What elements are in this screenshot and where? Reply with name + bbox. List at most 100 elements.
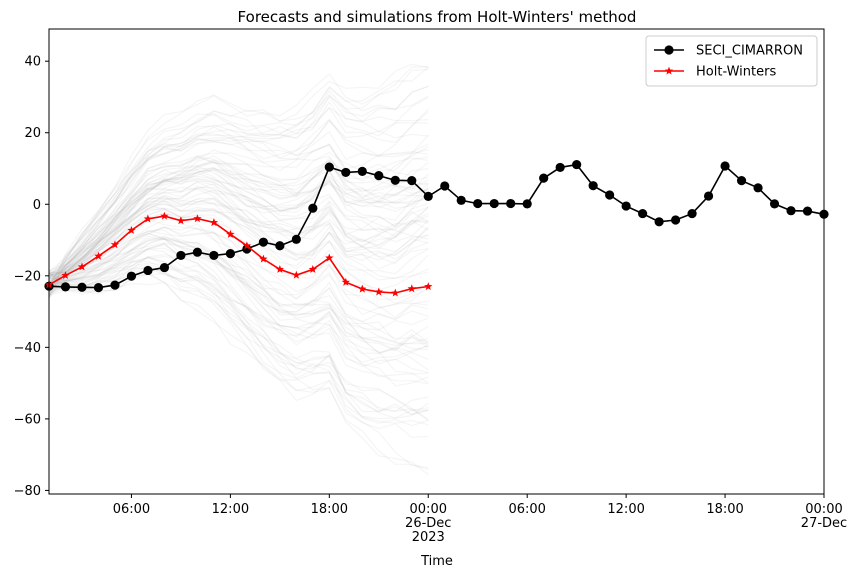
simulation-paths bbox=[48, 63, 429, 476]
y-tick-label: −80 bbox=[14, 484, 41, 499]
data-point bbox=[275, 241, 285, 251]
data-point bbox=[506, 198, 516, 209]
simulation-path bbox=[48, 69, 429, 285]
simulation-path bbox=[48, 238, 429, 331]
simulation-path bbox=[48, 253, 429, 387]
simulation-path bbox=[48, 203, 429, 285]
data-point bbox=[209, 250, 219, 261]
simulation-path bbox=[48, 176, 429, 280]
simulation-path bbox=[48, 186, 429, 284]
data-point bbox=[226, 229, 235, 238]
legend-marker bbox=[664, 45, 674, 55]
simulation-path bbox=[48, 257, 429, 368]
simulation-path bbox=[48, 243, 429, 374]
simulation-path bbox=[48, 225, 429, 309]
y-tick-label: −20 bbox=[14, 269, 41, 284]
simulation-path bbox=[48, 189, 429, 282]
data-point bbox=[407, 176, 417, 186]
x-tick-label: 12:00 bbox=[212, 502, 249, 517]
x-tick-label: 27-Dec bbox=[801, 516, 847, 531]
x-tick-label: 18:00 bbox=[311, 502, 348, 517]
data-point bbox=[407, 284, 416, 293]
data-point bbox=[588, 181, 598, 191]
legend-marker bbox=[664, 66, 674, 75]
data-point bbox=[687, 208, 697, 219]
data-point bbox=[159, 262, 170, 273]
simulation-path bbox=[48, 281, 429, 471]
simulation-path bbox=[48, 229, 429, 355]
data-point bbox=[539, 173, 549, 183]
simulation-path bbox=[48, 169, 429, 276]
data-point bbox=[127, 226, 136, 234]
data-point bbox=[391, 288, 400, 297]
simulation-path bbox=[48, 264, 429, 422]
plot-frame bbox=[48, 28, 825, 495]
data-point bbox=[324, 162, 334, 172]
simulation-path bbox=[48, 197, 429, 275]
data-point bbox=[374, 171, 384, 181]
data-point bbox=[390, 175, 400, 185]
data-point bbox=[77, 262, 87, 271]
data-point bbox=[440, 181, 450, 191]
x-tick-label: 18:00 bbox=[706, 502, 743, 517]
data-point bbox=[192, 247, 203, 257]
simulation-path bbox=[48, 198, 429, 284]
simulation-path bbox=[48, 244, 429, 363]
simulation-path bbox=[48, 260, 429, 384]
data-series bbox=[44, 159, 829, 297]
simulation-path bbox=[48, 137, 429, 281]
simulation-path bbox=[48, 207, 429, 299]
data-point bbox=[423, 191, 433, 201]
x-tick-label: 00:00 bbox=[805, 502, 842, 517]
simulation-path bbox=[48, 106, 429, 297]
data-point bbox=[193, 214, 202, 223]
x-tick-label: 26-Dec bbox=[405, 516, 451, 531]
data-point bbox=[291, 234, 301, 244]
simulation-path bbox=[48, 161, 429, 282]
simulation-path bbox=[48, 235, 429, 385]
simulation-path bbox=[48, 187, 429, 274]
data-point bbox=[802, 206, 813, 216]
legend: SECI_CIMARRON Holt-Winters bbox=[645, 35, 818, 87]
simulation-path bbox=[48, 95, 429, 273]
simulation-path bbox=[48, 66, 429, 287]
data-point bbox=[424, 282, 433, 291]
data-point bbox=[670, 215, 681, 225]
simulation-path bbox=[48, 156, 429, 280]
data-point bbox=[753, 183, 763, 193]
data-point bbox=[358, 284, 367, 293]
data-point bbox=[374, 287, 383, 296]
simulation-path bbox=[48, 66, 429, 298]
data-point bbox=[292, 270, 301, 279]
simulation-path bbox=[48, 263, 429, 427]
simulation-path bbox=[48, 195, 429, 280]
data-point bbox=[308, 203, 318, 213]
simulation-path bbox=[48, 118, 429, 293]
simulation-path bbox=[48, 236, 429, 347]
simulation-path bbox=[48, 146, 429, 279]
simulation-path bbox=[48, 131, 429, 279]
chart-title: Forecasts and simulations from Holt-Wint… bbox=[238, 8, 637, 26]
simulation-path bbox=[48, 181, 429, 274]
data-point bbox=[736, 176, 747, 186]
data-point bbox=[357, 166, 367, 176]
data-point bbox=[126, 271, 137, 281]
simulation-path bbox=[48, 177, 429, 283]
simulation-path bbox=[48, 214, 429, 305]
simulation-path bbox=[48, 262, 429, 412]
data-point bbox=[489, 198, 499, 209]
data-point bbox=[654, 217, 664, 227]
x-tick-label: 06:00 bbox=[113, 502, 150, 517]
data-point bbox=[572, 159, 582, 170]
data-point bbox=[242, 241, 252, 250]
simulation-path bbox=[48, 197, 429, 291]
data-point bbox=[110, 280, 120, 290]
simulation-path bbox=[48, 183, 429, 298]
simulation-path bbox=[48, 144, 429, 289]
simulation-path bbox=[48, 120, 429, 288]
x-axis-label: Time bbox=[420, 554, 453, 569]
y-tick-label: −60 bbox=[14, 412, 41, 427]
simulation-path bbox=[48, 256, 429, 416]
data-point bbox=[225, 249, 235, 259]
data-point bbox=[769, 199, 780, 209]
